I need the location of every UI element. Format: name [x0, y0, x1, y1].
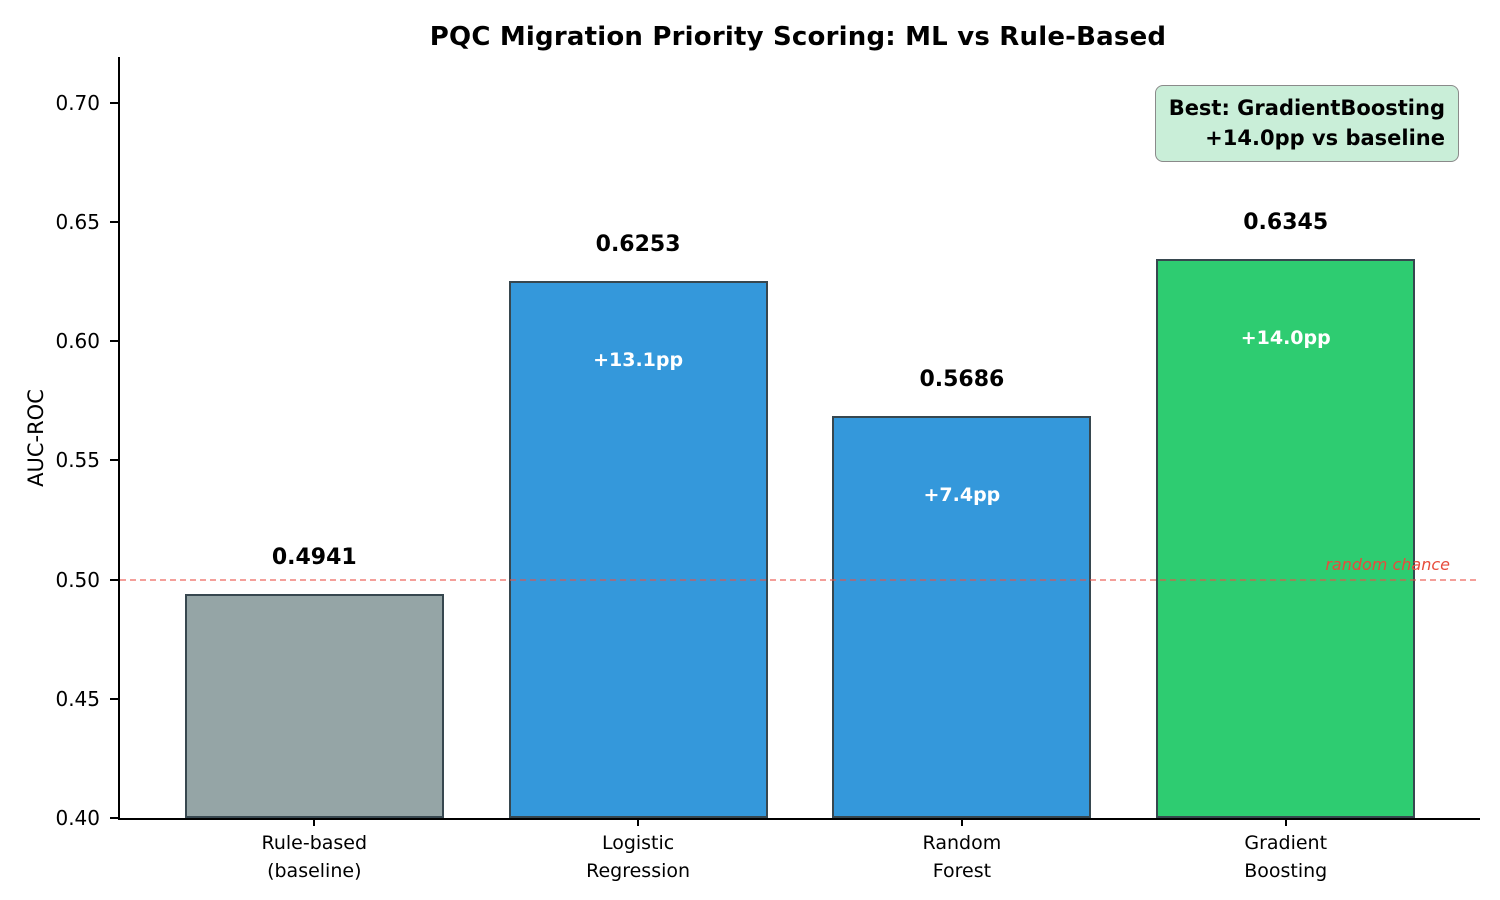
plot-area: 0.40 0.45 0.50 0.55 0.60 0.65 0.70 0.4941 Rule-b… [55, 57, 1480, 882]
best-model-annotation-line2: +14.0pp vs baseline [1205, 126, 1445, 151]
bar-value-label-rule-based-baseline: 0.4941 [271, 544, 357, 570]
bar-logistic-regression [508, 281, 768, 818]
x-tick-label-logistic-regression: Logistic Regression [586, 832, 691, 882]
y-tick-label: 0.65 [55, 210, 100, 235]
best-model-annotation-line1: Best: GradientBoosting [1168, 96, 1445, 120]
y-tick [110, 221, 118, 224]
bar-rule-based-baseline [184, 593, 444, 818]
x-tick-label-rule-based-baseline: Rule-based (baseline) [261, 832, 368, 882]
best-model-annotation: Best: GradientBoosting +14.0pp vs baseli… [1154, 85, 1459, 162]
bar-value-label-logistic-regression: 0.6253 [595, 232, 681, 258]
y-tick [110, 817, 118, 819]
y-tick [110, 578, 118, 581]
y-tick-label: 0.50 [55, 567, 100, 592]
x-tick-label-gradient-boosting: Gradient Boosting [1244, 832, 1328, 882]
bar-delta-label-logistic-regression: +13.1pp [593, 349, 684, 372]
y-tick [110, 459, 118, 462]
x-tick-label-random-forest: Random Forest [922, 832, 1002, 882]
random-chance-line [120, 578, 1480, 581]
bar-delta-label-random-forest: +7.4pp [923, 484, 1001, 507]
x-tick-logistic-regression [637, 818, 640, 826]
x-tick-random-forest [960, 818, 963, 826]
y-tick-label: 0.70 [55, 90, 100, 115]
x-tick-gradient-boosting [1284, 818, 1287, 826]
x-tick-rule-based-baseline [313, 818, 316, 826]
bar-gradient-boosting [1156, 259, 1416, 818]
y-tick-label: 0.40 [55, 806, 100, 830]
y-tick [110, 101, 118, 104]
chart-title: PQC Migration Priority Scoring: ML vs Ru… [429, 22, 1167, 52]
y-tick-label: 0.45 [55, 686, 100, 711]
y-tick [110, 697, 118, 700]
y-tick-label: 0.55 [55, 448, 100, 473]
random-chance-label: random chance [1325, 554, 1450, 574]
bar-delta-label-gradient-boosting: +14.0pp [1240, 327, 1331, 350]
y-tick [110, 340, 118, 343]
bar-value-label-gradient-boosting: 0.6345 [1243, 210, 1329, 236]
y-tick-label: 0.60 [55, 329, 100, 354]
bar-value-label-random-forest: 0.5686 [919, 367, 1005, 393]
bar-random-forest [832, 416, 1092, 818]
